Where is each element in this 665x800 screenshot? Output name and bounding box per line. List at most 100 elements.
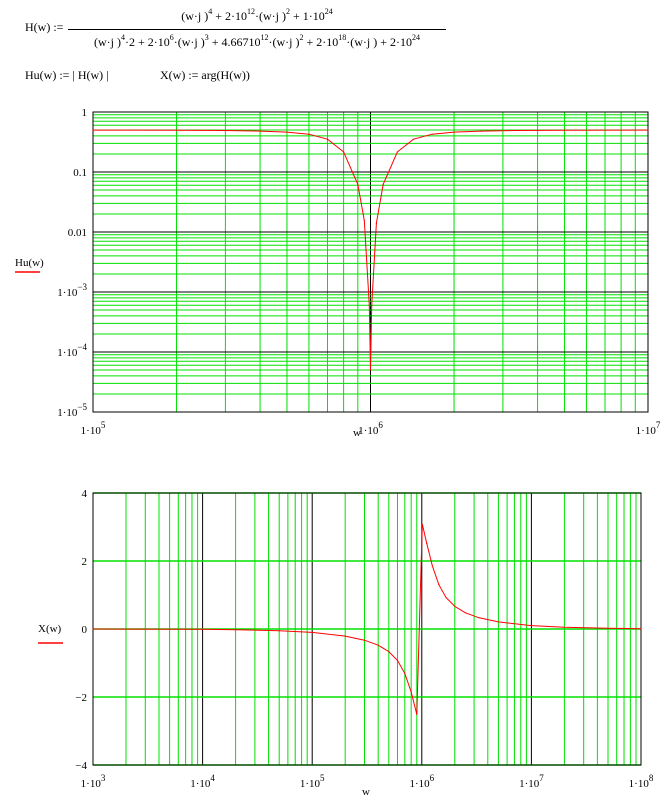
data-point	[382, 183, 384, 185]
tick-exponent: 8	[649, 773, 654, 783]
exponent: 24	[324, 7, 333, 16]
data-point	[431, 133, 433, 135]
data-point	[371, 305, 373, 307]
x-tick-label: 1·106	[409, 773, 434, 790]
tick-mantissa: −2	[75, 692, 87, 704]
term: (w·j )	[93, 35, 121, 49]
data-point	[563, 129, 566, 131]
data-point	[308, 133, 310, 135]
term: ·(w·j )	[268, 35, 300, 49]
data-point	[410, 691, 412, 693]
term: ·(w·j ) + 2·10	[346, 35, 413, 49]
data-point	[480, 130, 482, 132]
tick-mantissa: 4	[82, 488, 88, 500]
exponent: 18	[338, 33, 347, 42]
data-point	[478, 617, 480, 619]
tick-exponent: 7	[539, 773, 544, 783]
data-point	[278, 630, 280, 632]
tick-mantissa: 0.01	[68, 227, 87, 239]
exponent: 4	[208, 7, 213, 16]
data-trace	[92, 524, 642, 715]
data-point	[640, 628, 642, 630]
exponent: 4	[120, 33, 125, 42]
x-tick-label: 1·107	[636, 420, 661, 437]
tick-exponent: 3	[101, 773, 106, 783]
tick-mantissa: 1·10	[409, 778, 430, 790]
data-point	[445, 596, 447, 599]
term: ·(w·j )	[173, 35, 205, 49]
tick-mantissa: 1·10	[57, 287, 78, 299]
data-point	[224, 129, 227, 132]
data-point	[369, 369, 372, 371]
tick-mantissa: 1·10	[81, 425, 102, 437]
term: + 2·10	[303, 35, 339, 49]
x-tick-label: 1·106	[358, 420, 383, 437]
tick-mantissa: 1·10	[57, 407, 78, 419]
y-tick-label: 4	[82, 488, 88, 500]
formula-lhs: H(w) :=	[25, 20, 64, 34]
data-point	[175, 129, 178, 131]
tick-exponent: −5	[77, 402, 87, 412]
term: + 2·10	[212, 9, 247, 23]
tick-mantissa: 1·10	[358, 425, 379, 437]
y-tick-label: 0.01	[68, 227, 87, 239]
y-tick-label: 1·10−4	[57, 342, 87, 359]
formula-numerator: (w·j )4 + 2·1012·(w·j )2 + 1·1024	[68, 7, 446, 24]
y-tick-label: −4	[75, 760, 87, 772]
data-point	[514, 129, 517, 132]
x-axis-label: w	[362, 786, 370, 798]
data-point	[311, 631, 313, 634]
chart-2: w X(w)	[38, 492, 642, 798]
hu-definition: Hu(w) := | H(w) |	[25, 68, 109, 82]
tick-mantissa: 0.1	[73, 167, 87, 179]
tick-exponent: −4	[77, 342, 87, 352]
data-point	[202, 628, 204, 630]
data-point	[530, 624, 533, 627]
y-tick-label: 0.1	[73, 167, 87, 179]
tick-mantissa: 1·10	[57, 347, 78, 359]
data-point	[607, 627, 609, 629]
y-tick-label: 2	[82, 556, 88, 568]
data-point	[647, 129, 649, 131]
data-point	[396, 659, 399, 662]
tick-mantissa: 1·10	[519, 778, 540, 790]
data-point	[377, 644, 379, 646]
tick-mantissa: 1·10	[81, 778, 102, 790]
tick-exponent: 5	[320, 773, 325, 783]
data-point	[454, 605, 456, 608]
data-point	[497, 621, 500, 623]
tick-mantissa: 1·10	[190, 778, 211, 790]
data-point	[357, 183, 359, 185]
data-point	[92, 628, 94, 630]
data-point	[396, 151, 398, 153]
data-point	[412, 138, 415, 140]
y-tick-label: 1·10−5	[57, 402, 87, 419]
exponent: 24	[412, 33, 421, 42]
chart-1: w Hu(w)	[15, 111, 649, 439]
data-point	[375, 222, 377, 224]
data-point	[326, 138, 329, 140]
data-point	[431, 565, 434, 567]
tick-exponent: 6	[430, 773, 435, 783]
exponent: 12	[247, 7, 255, 16]
tick-exponent: 4	[210, 773, 215, 783]
x-tick-label: 1·105	[81, 420, 106, 437]
x-axis-label: w	[353, 427, 361, 439]
exponent: 3	[204, 33, 209, 42]
term: + 1·10	[289, 9, 325, 23]
data-point	[286, 131, 288, 133]
formula-denominator: (w·j )4·2 + 2·106·(w·j )3 + 4.6671012·(w…	[68, 33, 446, 50]
term: ·2 + 2·10	[124, 35, 170, 49]
exponent: 2	[285, 7, 290, 16]
y-tick-label: 1·10−3	[57, 282, 87, 299]
data-point	[416, 713, 418, 715]
data-point	[563, 626, 565, 628]
data-point	[344, 635, 346, 637]
data-point	[363, 219, 365, 222]
data-point	[388, 650, 390, 653]
exponent: 6	[169, 33, 174, 42]
data-point	[421, 523, 423, 525]
data-point	[453, 131, 455, 133]
plot-frame	[92, 111, 649, 413]
exponent: 2	[299, 33, 304, 42]
